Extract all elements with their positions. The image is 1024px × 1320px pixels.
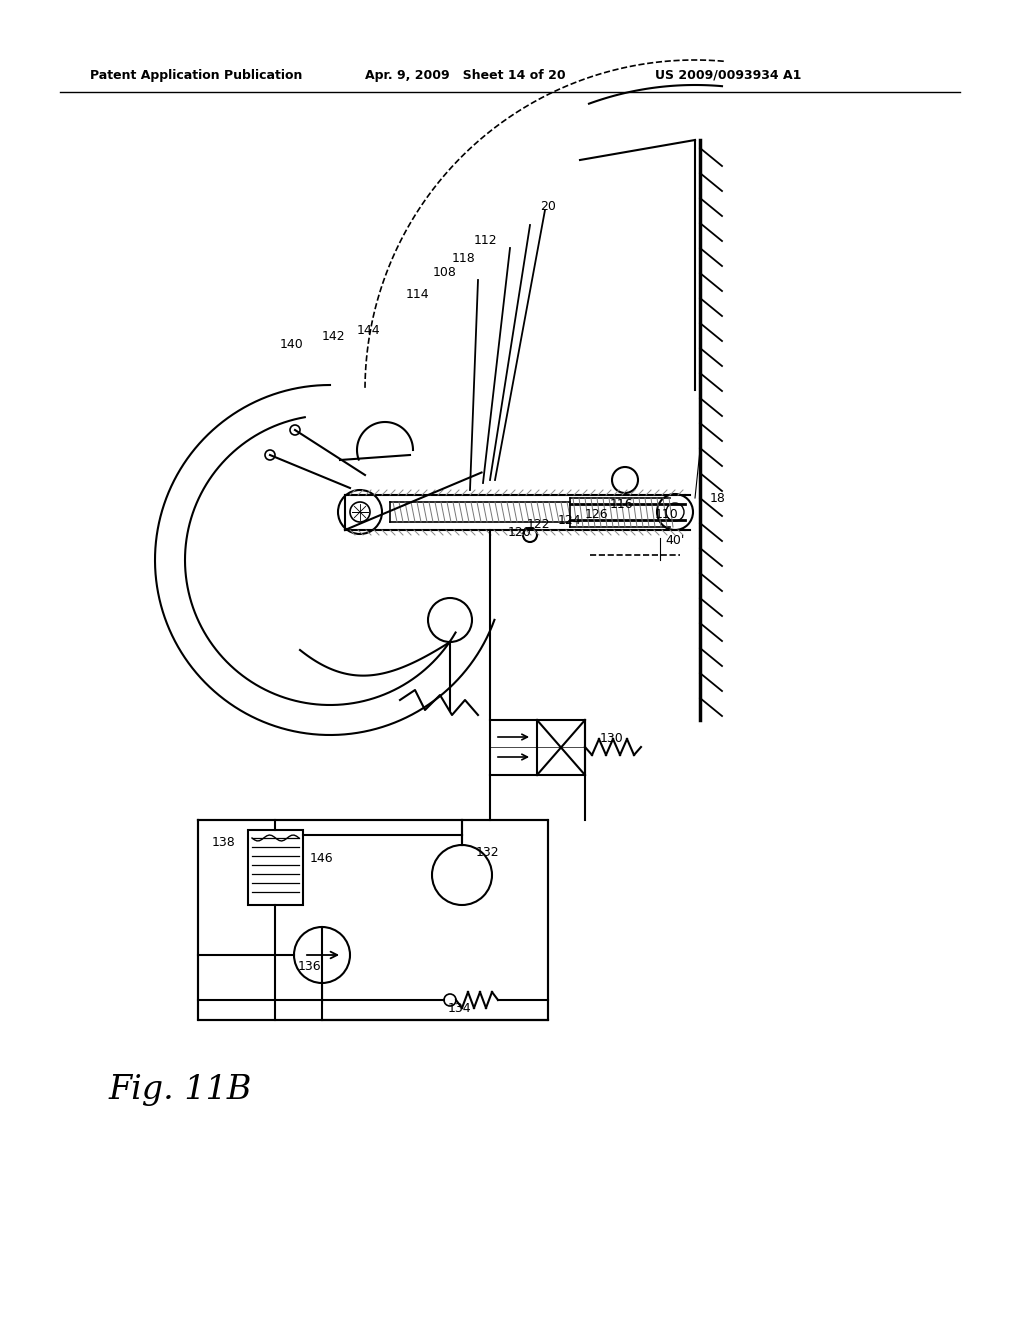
Text: 124: 124 (558, 513, 582, 527)
Text: US 2009/0093934 A1: US 2009/0093934 A1 (655, 69, 802, 82)
Text: 144: 144 (357, 323, 381, 337)
Text: 40': 40' (665, 533, 684, 546)
Text: 108: 108 (433, 265, 457, 279)
Circle shape (428, 598, 472, 642)
Circle shape (294, 927, 350, 983)
Text: 134: 134 (449, 1002, 472, 1015)
Text: 120: 120 (508, 525, 531, 539)
Circle shape (432, 845, 492, 906)
Circle shape (265, 450, 275, 459)
Text: Patent Application Publication: Patent Application Publication (90, 69, 302, 82)
Text: 126: 126 (585, 508, 608, 521)
Text: 112: 112 (474, 234, 498, 247)
Text: 114: 114 (406, 289, 430, 301)
Text: 110: 110 (655, 508, 679, 521)
Text: 118: 118 (452, 252, 476, 264)
Bar (248, 830, 303, 906)
Bar (490, 719, 585, 775)
Text: 116: 116 (610, 499, 634, 511)
Circle shape (612, 467, 638, 492)
Circle shape (444, 994, 456, 1006)
Text: 130: 130 (600, 731, 624, 744)
Circle shape (657, 494, 693, 531)
Text: Fig. 11B: Fig. 11B (108, 1074, 251, 1106)
Circle shape (338, 490, 382, 535)
Text: 138: 138 (212, 836, 236, 849)
Text: 142: 142 (322, 330, 346, 343)
Text: 140: 140 (280, 338, 304, 351)
Text: 136: 136 (298, 961, 322, 974)
Text: 122: 122 (527, 519, 551, 532)
Circle shape (290, 425, 300, 436)
Text: Apr. 9, 2009   Sheet 14 of 20: Apr. 9, 2009 Sheet 14 of 20 (365, 69, 565, 82)
Text: 18: 18 (710, 491, 726, 504)
Text: 146: 146 (310, 851, 334, 865)
Circle shape (523, 528, 537, 543)
Text: 20: 20 (540, 201, 556, 214)
Text: 132: 132 (476, 846, 500, 858)
